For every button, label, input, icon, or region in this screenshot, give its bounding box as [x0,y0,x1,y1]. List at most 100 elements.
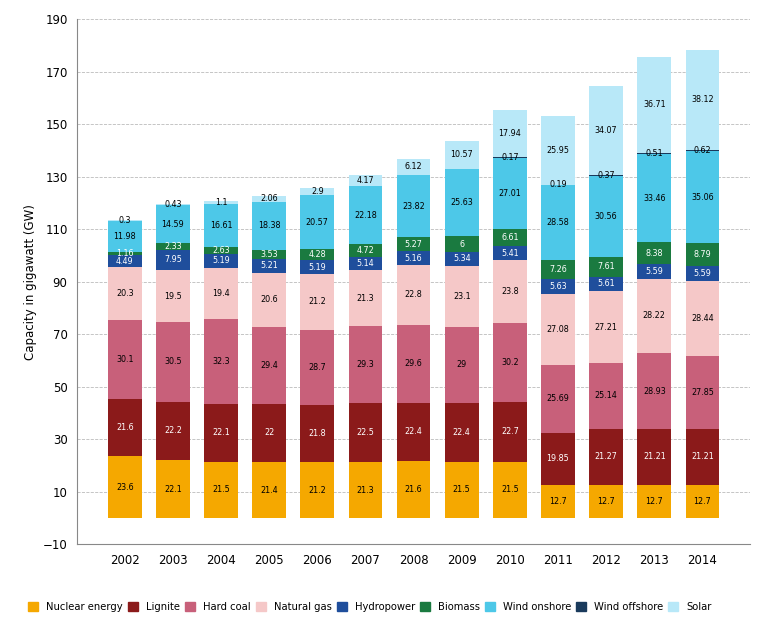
Text: 21.5: 21.5 [212,486,230,494]
Bar [397,265,431,325]
Text: 30.2: 30.2 [501,358,519,367]
Bar [108,255,141,267]
Text: 14.59: 14.59 [162,220,184,229]
Text: 5.63: 5.63 [549,282,567,291]
Bar [638,153,671,154]
Bar [686,149,719,151]
Bar [493,158,526,229]
Bar [493,110,526,157]
Bar [686,281,719,356]
Bar [349,462,383,518]
Bar [541,185,575,260]
Text: 0.3: 0.3 [118,216,131,225]
Bar [444,461,478,518]
Bar [349,244,383,256]
Bar [686,356,719,429]
Bar [204,254,238,268]
Text: 2.63: 2.63 [212,246,230,255]
Text: 28.44: 28.44 [691,314,713,323]
Text: 27.08: 27.08 [547,325,570,334]
Text: 38.12: 38.12 [691,95,713,104]
Text: 2.9: 2.9 [311,187,324,196]
Text: 30.5: 30.5 [164,357,182,366]
Text: 21.8: 21.8 [308,429,326,438]
Y-axis label: Capacity in gigawatt (GW): Capacity in gigawatt (GW) [24,204,37,360]
Bar [686,151,719,243]
Bar [444,403,478,461]
Text: 25.95: 25.95 [547,146,570,155]
Bar [108,399,141,456]
Text: 25.69: 25.69 [547,394,570,403]
Bar [493,229,526,246]
Bar [589,485,623,518]
Text: 21.21: 21.21 [643,453,666,461]
Bar [156,243,189,249]
Text: 33.46: 33.46 [643,194,666,203]
Text: 20.57: 20.57 [306,218,329,227]
Text: 7.95: 7.95 [164,256,182,265]
Text: 12.7: 12.7 [549,497,567,506]
Bar [252,196,286,201]
Text: 22.5: 22.5 [356,428,374,437]
Bar [397,251,431,265]
Bar [301,249,334,260]
Text: 12.7: 12.7 [693,497,711,506]
Text: 4.17: 4.17 [356,176,374,185]
Text: 5.19: 5.19 [212,256,230,265]
Bar [541,294,575,365]
Bar [252,259,286,273]
Bar [589,363,623,429]
Bar [493,246,526,260]
Text: 8.79: 8.79 [693,251,711,260]
Bar [108,320,141,399]
Bar [156,205,189,243]
Text: 4.49: 4.49 [116,256,134,266]
Bar [349,256,383,270]
Text: 22.4: 22.4 [405,427,422,436]
Bar [493,260,526,323]
Bar [156,460,189,518]
Text: 4.72: 4.72 [356,246,374,255]
Bar [589,429,623,485]
Text: 5.59: 5.59 [693,269,711,279]
Bar [349,270,383,326]
Bar [397,159,431,175]
Text: 25.14: 25.14 [594,391,618,400]
Text: 5.27: 5.27 [404,240,423,249]
Bar [397,175,431,237]
Text: 22.8: 22.8 [405,291,422,299]
Bar [301,195,334,249]
Text: 21.2: 21.2 [308,298,326,306]
Text: 8.38: 8.38 [645,249,663,258]
Text: 22.18: 22.18 [354,211,376,220]
Text: 1.16: 1.16 [116,249,134,258]
Text: 5.34: 5.34 [453,254,471,263]
Text: 21.4: 21.4 [261,486,278,494]
Bar [589,175,623,177]
Bar [686,266,719,281]
Bar [589,86,623,175]
Text: 23.6: 23.6 [116,482,134,492]
Bar [108,221,141,252]
Bar [541,432,575,485]
Text: 22.1: 22.1 [164,485,182,494]
Text: 23.1: 23.1 [453,292,471,301]
Text: 30.56: 30.56 [594,212,618,221]
Text: 22.2: 22.2 [164,427,182,436]
Text: 19.85: 19.85 [547,454,570,463]
Text: 29.6: 29.6 [405,359,422,368]
Bar [204,404,238,461]
Bar [156,402,189,460]
Bar [397,461,431,518]
Bar [541,260,575,279]
Text: 5.19: 5.19 [308,263,326,272]
Text: 35.06: 35.06 [691,193,713,202]
Text: 17.94: 17.94 [499,129,521,138]
Bar [156,322,189,402]
Bar [301,260,334,274]
Text: 5.59: 5.59 [645,267,663,276]
Bar [349,403,383,462]
Bar [686,485,719,518]
Text: 6.12: 6.12 [405,162,422,172]
Text: 36.71: 36.71 [643,100,666,110]
